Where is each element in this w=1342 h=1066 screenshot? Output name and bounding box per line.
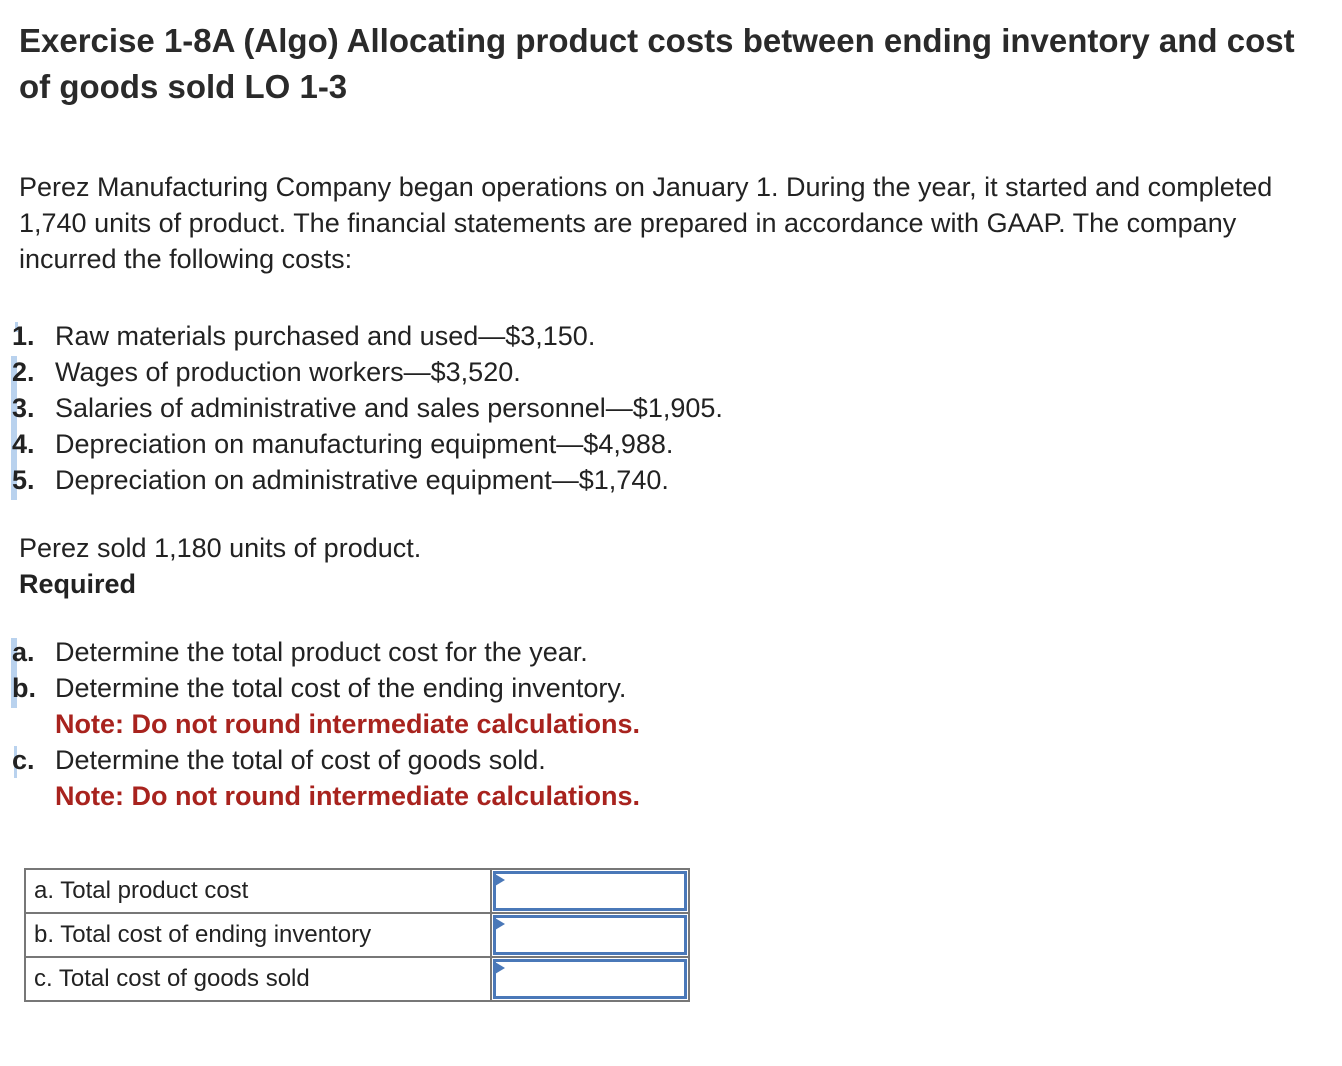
units-sold-text: Perez sold 1,180 units of product. (19, 533, 422, 563)
table-row: a. Total product cost (24, 868, 690, 914)
answer-cell (490, 912, 690, 958)
cost-of-goods-sold-input[interactable] (493, 959, 687, 999)
item-text: Determine the total cost of the ending i… (55, 673, 627, 703)
requirement-item: a. Determine the total product cost for t… (0, 634, 1000, 670)
item-text: Depreciation on administrative equipment… (55, 465, 669, 495)
item-text: Wages of production workers—$3,520. (55, 357, 521, 387)
answer-cell (490, 956, 690, 1002)
item-number: 4. (12, 429, 35, 459)
requirement-item: b. Determine the total cost of the ending… (0, 670, 1000, 706)
selection-marker (15, 322, 18, 332)
cost-item: 3. Salaries of administrative and sales p… (0, 390, 1000, 426)
selection-marker (11, 638, 17, 708)
selection-marker (11, 356, 17, 500)
item-text: Determine the total product cost for the… (55, 637, 588, 667)
item-letter: b. (12, 673, 36, 703)
exercise-title: Exercise 1-8A (Algo) Allocating product … (19, 22, 1295, 105)
required-heading: Required (19, 569, 137, 599)
ending-inventory-input[interactable] (493, 915, 687, 955)
item-number: 2. (12, 357, 35, 387)
problem-intro: Perez Manufacturing Company began operat… (19, 172, 1273, 274)
row-label: a. Total product cost (24, 868, 492, 914)
requirement-note: Note: Do not round intermediate calculat… (0, 706, 1000, 742)
requirement-item: c. Determine the total of cost of goods s… (0, 742, 1000, 778)
table-row: b. Total cost of ending inventory (24, 912, 690, 958)
cost-item: 2. Wages of production workers—$3,520. (0, 354, 1000, 390)
item-number: 3. (12, 393, 35, 423)
item-number: 5. (12, 465, 35, 495)
cost-item: 4. Depreciation on manufacturing equipmen… (0, 426, 1000, 462)
rounding-note: Note: Do not round intermediate calculat… (55, 781, 641, 811)
rounding-note: Note: Do not round intermediate calculat… (55, 709, 641, 739)
item-text: Depreciation on manufacturing equipment—… (55, 429, 674, 459)
row-label: b. Total cost of ending inventory (24, 912, 492, 958)
item-letter: a. (12, 637, 35, 667)
item-text: Raw materials purchased and used—$3,150. (55, 321, 596, 351)
requirement-note: Note: Do not round intermediate calculat… (0, 778, 1000, 814)
item-text: Determine the total of cost of goods sol… (55, 745, 546, 775)
item-text: Salaries of administrative and sales per… (55, 393, 723, 423)
table-row: c. Total cost of goods sold (24, 956, 690, 1002)
row-label: c. Total cost of goods sold (24, 956, 492, 1002)
answer-table: a. Total product cost b. Total cost of e… (24, 868, 690, 1002)
item-number: 1. (12, 321, 35, 351)
selection-marker (14, 746, 17, 778)
requirements-list: a. Determine the total product cost for t… (0, 634, 1000, 814)
cost-item: 5. Depreciation on administrative equipme… (0, 462, 1000, 498)
total-product-cost-input[interactable] (493, 871, 687, 911)
item-letter: c. (12, 745, 35, 775)
cost-list: 1. Raw materials purchased and used—$3,15… (0, 318, 1000, 498)
answer-cell (490, 868, 690, 914)
cost-item: 1. Raw materials purchased and used—$3,15… (0, 318, 1000, 354)
